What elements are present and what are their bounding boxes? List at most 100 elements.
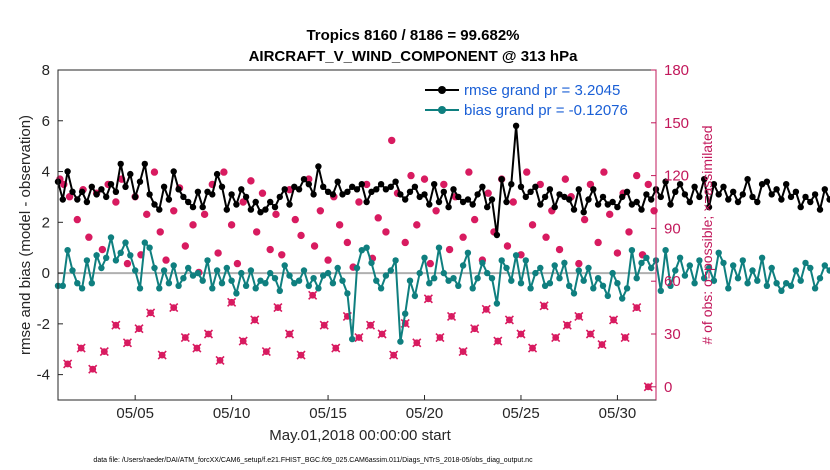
rmse-point [98,186,105,193]
obs-assimilated-cross [76,343,86,353]
rmse-point [590,186,597,193]
bias-point [209,285,216,292]
bias-point [112,257,120,264]
obs-assimilated-marker [470,324,480,334]
obs-assimilated-cross [377,329,387,339]
obs-possible-marker [413,221,421,229]
obs-possible-marker [220,168,228,176]
bias-point [778,287,785,294]
obs-possible-marker [420,175,429,183]
rmse-point [744,176,751,183]
obs-assimilated-marker [250,315,260,325]
obs-assimilated-cross [192,343,202,353]
obs-assimilated-cross [215,355,225,365]
obs-assimilated-marker [273,303,283,313]
rmse-point [532,183,539,190]
bias-point [363,244,370,251]
obs-possible-marker [355,198,363,206]
bias-point [493,300,501,307]
rmse-point [74,196,81,203]
obs-possible-marker [214,249,222,257]
obs-possible-marker [85,233,93,241]
rmse-point [156,206,163,213]
obs-assimilated-marker [585,329,595,339]
legend-bias-marker [438,106,446,114]
obs-possible-marker [150,168,159,176]
rmse-point [484,203,491,211]
bias-point [599,282,607,289]
bias-point [459,262,467,269]
plot-area [58,70,656,400]
bias-point [768,264,775,272]
obs-possible-marker [143,210,151,219]
rmse-point [194,188,202,195]
rmse-point [421,191,428,198]
rmse-point [402,196,409,203]
bias-point [638,259,645,267]
rmse-point [474,191,481,198]
y-ticks-left: -4 -2 0 2 4 6 8 [37,62,63,384]
bias-point [763,282,771,289]
bias-point [233,290,240,297]
bias-point [271,275,279,282]
obs-possible-marker [523,168,531,176]
obs-assimilated-marker [620,332,630,343]
obs-assimilated-marker [377,329,387,339]
obs-assimilated-cross [620,332,630,343]
obs-assimilated-cross [122,338,133,348]
bias-point [551,262,558,269]
rmse-point [64,168,71,175]
bias-point [117,249,124,256]
rmse-point [508,181,515,188]
bias-point [170,262,177,269]
bias-point [802,259,809,267]
rmse-point [329,191,337,198]
obs-possible-marker [561,175,570,183]
obs-possible-marker [594,238,602,247]
obs-assimilated-cross [146,308,156,318]
rmse-point [141,160,148,168]
bias-point [310,275,317,282]
rmse-point [185,198,192,206]
legend-bias-label: bias grand pr = -0.12076 [464,102,628,119]
rmse-point [368,188,375,195]
obs-assimilated-marker [481,304,491,314]
bias-point [739,257,746,264]
obs-assimilated-marker [423,294,433,304]
obs-possible-marker [291,215,299,224]
bias-point [402,310,409,317]
data-file-footer: data file: /Users/raeder/DAI/ATM_forcXX/… [93,457,533,464]
rmse-point [527,188,534,195]
bias-point [59,282,66,289]
obs-possible-marker [613,249,622,257]
obs-assimilated-cross [354,332,364,343]
bias-point [242,282,250,289]
obs-possible-marker [272,210,280,219]
obs-assimilated-marker [238,336,248,346]
bias-point [537,264,544,272]
bias-point [570,290,578,297]
obs-assimilated-cross [88,364,98,374]
rmse-point [493,231,501,239]
obs-possible-marker [343,238,352,247]
bias-point [672,267,679,274]
bias-point [758,254,766,261]
obs-assimilated-marker [99,347,109,357]
obs-assimilated-cross [643,382,653,392]
bias-point [156,285,163,292]
obs-assimilated-marker [562,320,572,330]
bias-point [575,267,582,274]
bias-point [435,244,443,251]
obs-possible-marker [407,171,415,180]
bias-point [773,280,780,287]
bias-point [141,239,148,246]
rmse-point [209,191,216,198]
obs-assimilated-marker [203,329,214,339]
obs-assimilated-marker [63,359,73,369]
bias-point [643,254,650,261]
bias-point [705,264,713,272]
bias-point [614,280,621,287]
bias-point [667,282,674,289]
rmse-point [580,209,587,216]
bias-point [349,335,356,343]
